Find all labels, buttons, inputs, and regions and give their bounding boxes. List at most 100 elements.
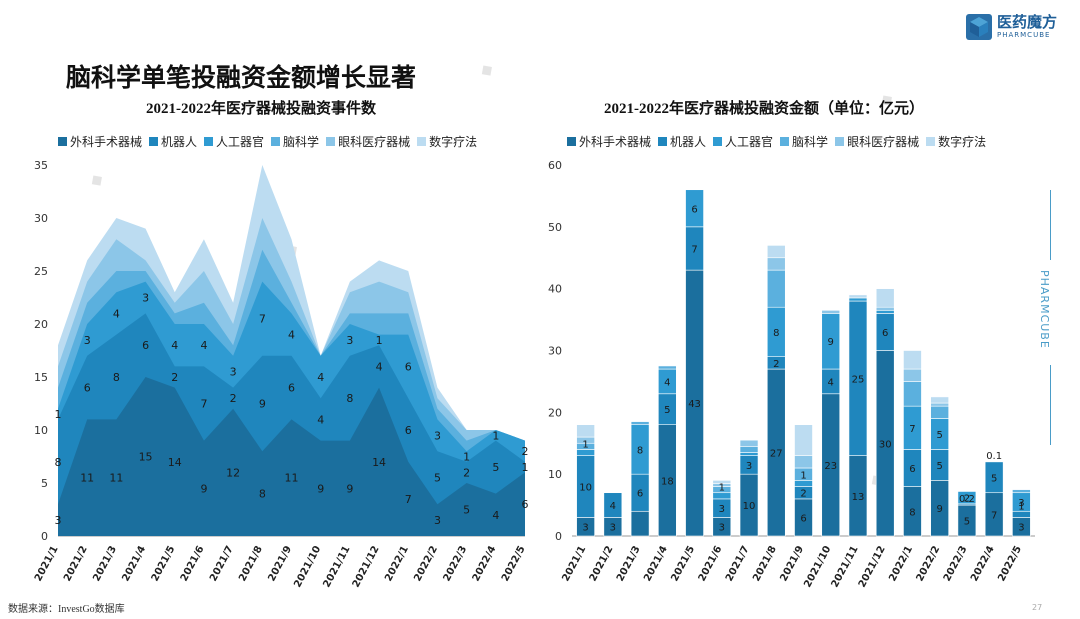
data-label: 10 — [743, 501, 756, 512]
data-label: 8 — [773, 328, 779, 339]
data-label: 6 — [637, 489, 643, 500]
y-tick-label: 5 — [41, 477, 48, 490]
data-label: 1 — [55, 408, 62, 421]
x-tick-label: 2021/5 — [150, 544, 178, 583]
data-label: 30 — [879, 439, 892, 450]
data-label: 6 — [405, 424, 412, 437]
left-chart-title: 2021-2022年医疗器械投融资事件数 — [146, 101, 376, 117]
x-tick-label: 2022/1 — [383, 544, 411, 583]
y-tick-label: 50 — [548, 221, 562, 234]
legend-item: 人工器官 — [204, 133, 264, 150]
bar-segment — [957, 491, 977, 505]
legend-label: 脑科学 — [283, 135, 320, 149]
data-label: 1 — [1018, 501, 1024, 512]
data-label: 6 — [522, 498, 529, 511]
bar-segment — [875, 310, 895, 314]
data-label: 5 — [434, 472, 441, 485]
bar-segment — [930, 405, 949, 419]
x-tick-label: 2021/11 — [830, 544, 861, 589]
x-tick-label: 2021/8 — [751, 544, 779, 583]
legend-item: 外科手术器械 — [58, 133, 142, 150]
data-label: 13 — [852, 492, 865, 503]
bar-segment — [576, 424, 595, 438]
data-label: 7 — [909, 424, 915, 435]
legend-label: 人工器官 — [725, 135, 774, 149]
y-tick-label: 0 — [555, 530, 562, 543]
data-label: 11 — [109, 472, 123, 485]
x-tick-label: 2022/1 — [887, 544, 915, 583]
data-label: 27 — [770, 449, 783, 460]
x-tick-label: 2021/1 — [561, 544, 589, 583]
legend-swatch — [926, 137, 936, 146]
legend-swatch — [58, 137, 67, 146]
legend-item: 眼科医疗器械 — [835, 133, 919, 150]
data-label: 1 — [582, 439, 588, 450]
data-label: 3 — [719, 504, 725, 515]
data-label: 1 — [719, 483, 725, 494]
data-label: 7 — [691, 244, 697, 255]
data-label: 2 — [773, 359, 779, 370]
bar-segment — [630, 510, 650, 537]
data-label: 4 — [828, 377, 834, 388]
data-label: 9 — [828, 337, 834, 348]
y-tick-label: 25 — [34, 265, 48, 278]
legend-swatch — [417, 137, 427, 146]
data-label: 3 — [346, 334, 353, 347]
x-tick-label: 2021/6 — [179, 544, 207, 583]
data-label: 8 — [909, 507, 915, 518]
data-label: 43 — [688, 399, 701, 410]
legend-label: 数字疗法 — [429, 135, 478, 149]
data-label: 2 — [800, 489, 806, 500]
data-label: 9 — [200, 482, 207, 495]
data-label: 1 — [376, 334, 383, 347]
data-label: 3 — [719, 523, 725, 534]
x-tick-label: 2021/1 — [33, 544, 61, 583]
y-tick-label: 20 — [34, 318, 48, 331]
cube-logo-icon — [966, 14, 992, 40]
data-label: 1 — [522, 461, 529, 474]
legend-swatch — [204, 137, 214, 146]
data-label: 6 — [909, 464, 915, 475]
data-label: 11 — [285, 472, 299, 485]
data-label: 5 — [463, 504, 470, 517]
legend-label: 机器人 — [670, 135, 707, 149]
legend-item: 脑科学 — [271, 133, 319, 150]
data-label: 10 — [579, 483, 592, 494]
data-label: 14 — [372, 456, 386, 469]
bar-segment — [903, 381, 922, 407]
x-tick-label: 2021/2 — [588, 544, 616, 583]
data-label: 9 — [317, 482, 324, 495]
data-label: 8 — [346, 392, 353, 405]
data-label: 7 — [991, 510, 997, 521]
bar-segment — [603, 492, 623, 518]
x-tick-label: 2021/12 — [857, 544, 888, 589]
data-label: 3 — [142, 292, 149, 305]
legend-label: 数字疗法 — [938, 135, 987, 149]
data-label: 4 — [664, 377, 670, 388]
data-label: 18 — [661, 476, 674, 487]
data-label: 6 — [142, 339, 149, 352]
data-label: 11 — [80, 472, 94, 485]
data-label: 1 — [800, 470, 806, 481]
data-label: 6 — [84, 382, 91, 395]
data-label: 4 — [317, 371, 324, 384]
bar-segment — [930, 402, 949, 407]
x-tick-label: 2021/10 — [802, 544, 833, 589]
data-label: 3 — [746, 461, 752, 472]
data-label: 9 — [346, 482, 353, 495]
brand-name-en: PHARMCUBE — [997, 31, 1051, 39]
x-tick-label: 2021/8 — [237, 544, 265, 583]
data-label: 3 — [84, 334, 91, 347]
data-label: 0.2 — [959, 494, 975, 505]
data-label: 3 — [230, 366, 237, 379]
legend-label: 机器人 — [161, 135, 198, 149]
legend-label: 外科手术器械 — [579, 135, 652, 149]
legend-swatch — [835, 137, 845, 146]
bar-segment — [903, 368, 922, 382]
y-tick-label: 10 — [34, 424, 48, 437]
data-label: 8 — [113, 371, 120, 384]
x-tick-label: 2021/3 — [615, 544, 643, 583]
side-divider — [1050, 365, 1051, 445]
cube-icon — [970, 17, 988, 37]
